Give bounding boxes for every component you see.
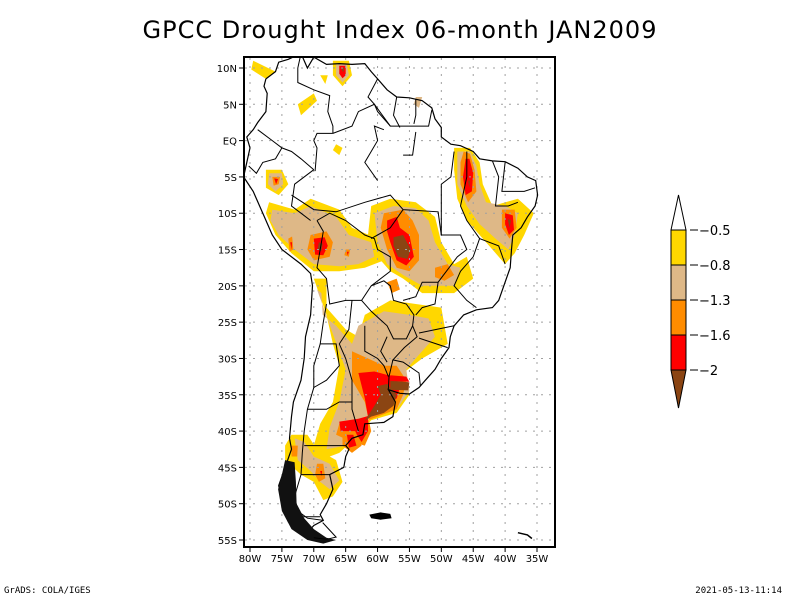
colorbar-top-arrow <box>670 194 687 231</box>
country-border <box>380 336 388 363</box>
country-border <box>418 337 448 349</box>
south-georgia <box>517 531 533 540</box>
country-border <box>387 359 394 390</box>
chart-title: GPCC Drought Index 06-month JAN2009 <box>142 16 658 44</box>
lat-tick-label: 40S <box>218 427 237 438</box>
drought-area-level-5 <box>390 380 410 391</box>
drought-area-level-1 <box>297 93 317 116</box>
country-border <box>415 282 439 316</box>
coastline-layer <box>245 58 539 544</box>
country-border <box>313 132 333 172</box>
lat-tick-label: 35S <box>218 391 237 402</box>
drought-area-level-5 <box>341 68 345 73</box>
lat-tick-label: EQ <box>223 137 237 148</box>
lat-tick-label: 10N <box>217 64 237 75</box>
country-border <box>307 401 352 410</box>
lon-tick-label: 45W <box>462 554 485 565</box>
drought-area-level-5 <box>468 180 470 188</box>
drought-area-level-5 <box>393 235 411 259</box>
drought-area-level-5 <box>507 219 511 228</box>
drought-area-level-3 <box>387 278 400 294</box>
country-border <box>370 209 404 240</box>
lat-tick-label: 55S <box>218 536 237 547</box>
country-border <box>364 325 389 377</box>
country-border <box>392 96 401 128</box>
drought-area-level-3 <box>435 264 455 281</box>
colorbar-segment <box>670 264 687 301</box>
drought-area-level-4 <box>290 242 293 250</box>
chile-fjords <box>278 460 337 544</box>
country-border <box>290 169 315 221</box>
country-border <box>338 300 359 432</box>
country-border <box>453 238 481 309</box>
colorbar-label: −1.3 <box>699 294 731 309</box>
drought-area-level-1 <box>251 60 276 79</box>
country-border <box>403 131 417 156</box>
plot-frame <box>243 56 556 548</box>
country-border <box>248 147 283 175</box>
grads-credit: GrADS: COLA/IGES <box>4 586 91 596</box>
drought-area-level-4 <box>320 471 323 477</box>
lon-tick-label: 35W <box>526 554 549 565</box>
country-border <box>413 99 417 125</box>
drought-area-level-3 <box>291 445 298 457</box>
drought-area-level-5 <box>364 383 397 421</box>
country-border <box>297 58 334 134</box>
lat-tick-label: 30S <box>218 354 237 365</box>
lon-tick-label: 50W <box>430 554 453 565</box>
longitude-axis: 80W 75W 70W 65W 60W 55W 50W 45W 40W 35W <box>239 547 549 565</box>
drought-area-level-2 <box>294 438 340 490</box>
lon-tick-label: 70W <box>302 554 325 565</box>
country-border <box>257 129 315 171</box>
country-border <box>440 151 455 235</box>
lon-tick-label: 55W <box>398 554 421 565</box>
lon-tick-label: 60W <box>366 554 389 565</box>
country-border <box>418 325 455 334</box>
colorbar-segment <box>670 229 687 266</box>
drought-area-level-1 <box>320 75 328 84</box>
colorbar-segment <box>670 299 687 336</box>
lon-tick-label: 40W <box>494 554 517 565</box>
falkland-islands <box>369 512 392 520</box>
drought-area-level-4 <box>274 178 279 185</box>
colorbar-label: −0.8 <box>699 259 731 274</box>
drought-area-level-3 <box>315 463 326 482</box>
country-border <box>491 160 519 207</box>
country-border <box>364 125 385 181</box>
colorbar-label: −1.6 <box>699 329 731 344</box>
latitude-axis: 10N 5N EQ 5S 10S 15S 20S 25S 30S 35S 40S 45S 50S 55S <box>217 64 244 547</box>
lat-tick-label: 10S <box>218 209 237 220</box>
lat-tick-label: 15S <box>218 246 237 257</box>
drought-area-level-4 <box>390 375 410 382</box>
country-border <box>332 103 433 134</box>
country-border <box>501 162 536 192</box>
drought-area-level-4 <box>463 158 474 196</box>
country-border <box>361 280 415 340</box>
lat-tick-label: 25S <box>218 318 237 329</box>
lat-tick-label: 20S <box>218 282 237 293</box>
country-border <box>367 78 391 127</box>
drought-fill-layer <box>251 60 534 501</box>
colorbar-segment <box>670 334 687 371</box>
lat-tick-label: 50S <box>218 500 237 511</box>
tierra-del-fuego <box>313 522 338 540</box>
lon-tick-label: 80W <box>239 554 262 565</box>
lat-tick-label: 5N <box>223 100 237 111</box>
lat-tick-label: 5S <box>224 173 237 184</box>
lon-tick-label: 75W <box>271 554 294 565</box>
timestamp: 2021-05-13-11:14 <box>695 586 782 596</box>
country-border <box>313 343 340 388</box>
country-border <box>459 151 506 265</box>
lon-tick-label: 65W <box>334 554 357 565</box>
colorbar-label: −0.5 <box>699 224 731 239</box>
colorbar-legend: −0.5 −0.8 −1.3 −1.6 −2 <box>670 194 731 409</box>
lat-tick-label: 45S <box>218 463 237 474</box>
colorbar-bottom-arrow <box>670 369 687 409</box>
drought-area-level-4 <box>346 251 349 256</box>
colorbar-label: −2 <box>699 364 718 379</box>
drought-area-level-1 <box>332 144 343 156</box>
